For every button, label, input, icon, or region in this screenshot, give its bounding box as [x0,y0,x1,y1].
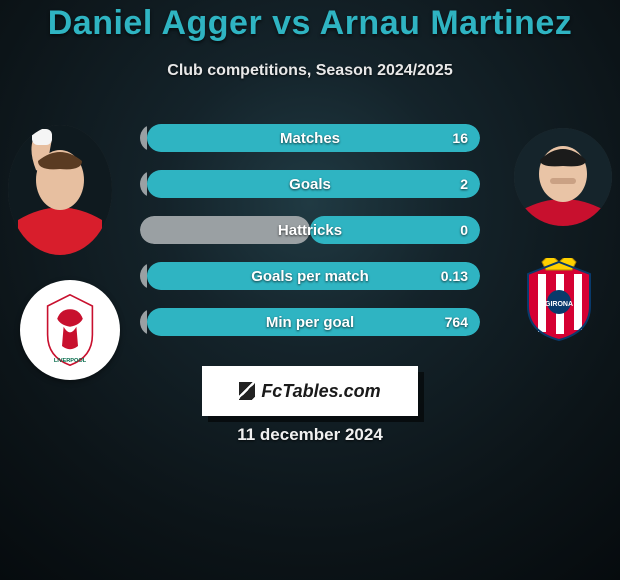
stat-bar: Goals2 [140,170,480,198]
bar-value-right: 0 [460,216,468,244]
brand-stripe-icon [239,382,255,400]
bar-label: Hattricks [140,216,480,244]
bar-value-right: 2 [460,170,468,198]
stat-bar: Min per goal764 [140,308,480,336]
brand-text: FcTables.com [261,381,380,402]
stat-bar: Hattricks0 [140,216,480,244]
brand-badge: FcTables.com [202,366,418,416]
club-right-crest: GIRONA [516,258,602,344]
date-text: 11 december 2024 [0,425,620,445]
stat-bars: Matches16 Goals2 Hattricks0 Goals per match… [140,124,480,354]
comparison-infographic: Daniel Agger vs Arnau Martinez Club comp… [0,0,620,580]
bar-label: Goals per match [140,262,480,290]
player-right-avatar [514,128,612,226]
svg-text:GIRONA: GIRONA [545,301,573,308]
bar-label: Goals [140,170,480,198]
bar-value-right: 0.13 [441,262,468,290]
bar-label: Matches [140,124,480,152]
bar-label: Min per goal [140,308,480,336]
bar-value-right: 764 [445,308,468,336]
club-left-crest: LIVERPOOL [20,280,120,380]
stat-bar: Matches16 [140,124,480,152]
bar-value-right: 16 [452,124,468,152]
stat-bar: Goals per match0.13 [140,262,480,290]
svg-text:LIVERPOOL: LIVERPOOL [54,358,87,364]
player-left-avatar [8,125,112,255]
page-title: Daniel Agger vs Arnau Martinez [0,4,620,43]
page-subtitle: Club competitions, Season 2024/2025 [0,62,620,80]
